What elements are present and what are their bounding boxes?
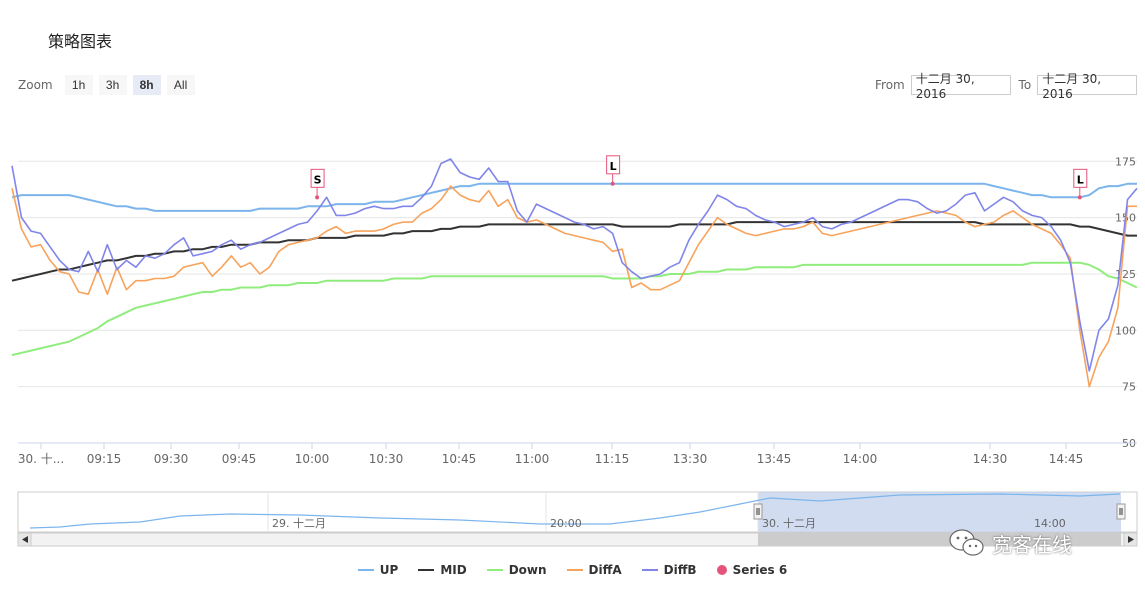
- flag-point: [610, 181, 615, 186]
- x-tick-label: 11:00: [515, 452, 550, 466]
- watermark: 宽客在线: [948, 528, 1072, 558]
- legend-item-down[interactable]: Down: [486, 560, 547, 580]
- x-tick-label: 14:30: [973, 452, 1008, 466]
- flag-box: [1073, 168, 1088, 188]
- series-line-diffa: [11, 185, 1137, 388]
- flag-label: L: [610, 160, 617, 173]
- flag-point: [315, 195, 320, 200]
- legend-item-diffa[interactable]: DiffA: [566, 560, 622, 580]
- legend-label: DiffB: [663, 563, 697, 577]
- y-tick-label: 100: [1115, 324, 1136, 337]
- legend-swatch: [357, 569, 374, 571]
- x-tick-label: 14:00: [843, 452, 878, 466]
- legend-item-series-6[interactable]: Series 6: [716, 560, 788, 580]
- y-tick-label: 175: [1115, 155, 1136, 168]
- zoom-all-button[interactable]: All: [166, 75, 195, 95]
- page-title: 策略图表: [48, 32, 113, 51]
- zoom-3h-button[interactable]: 3h: [98, 75, 127, 95]
- legend-label: DiffA: [588, 563, 622, 577]
- x-tick-label: 09:15: [87, 452, 122, 466]
- x-tick-label: 30. 十...: [18, 452, 64, 466]
- x-tick-label: 09:30: [154, 452, 189, 466]
- scroll-right-icon: [1128, 536, 1134, 543]
- x-tick-label: 13:45: [757, 452, 792, 466]
- navigator-label: 29. 十二月: [272, 516, 326, 530]
- scroll-left-icon: [22, 536, 28, 543]
- legend-swatch: [566, 569, 583, 571]
- flag-point: [1077, 195, 1082, 200]
- navigator-label: 14:00: [1034, 517, 1066, 530]
- series-line-up: [11, 182, 1137, 212]
- series-line-mid: [11, 221, 1137, 282]
- legend-item-mid[interactable]: MID: [418, 560, 467, 580]
- navigator-label: 20:00: [550, 517, 582, 530]
- legend-label: UP: [379, 563, 399, 577]
- zoom-8h-button[interactable]: 8h: [132, 75, 161, 95]
- x-tick-label: 14:45: [1049, 452, 1084, 466]
- zoom-selector: Zoom 1h 3h 8h All: [18, 74, 195, 96]
- flag-box: [606, 155, 621, 175]
- flag-label: S: [314, 173, 322, 186]
- series-line-down: [11, 261, 1138, 357]
- to-label: To: [1018, 78, 1032, 92]
- flag-label: L: [1077, 173, 1084, 186]
- watermark-text: 宽客在线: [992, 532, 1072, 557]
- navigator-label: 30. 十二月: [762, 516, 816, 530]
- legend-label: Down: [508, 563, 547, 577]
- from-label: From: [875, 78, 905, 92]
- legend-swatch: [641, 569, 658, 571]
- x-tick-label: 13:30: [673, 452, 708, 466]
- wechat-icon: [949, 529, 984, 556]
- zoom-label: Zoom: [18, 78, 53, 92]
- navigator-handle[interactable]: [1116, 503, 1126, 520]
- flag-box: [310, 168, 325, 188]
- scrollbar-thumb[interactable]: [758, 533, 1121, 546]
- series-line-diffb: [11, 158, 1138, 372]
- navigator-handle[interactable]: [753, 503, 763, 520]
- x-tick-label: 09:45: [222, 452, 257, 466]
- x-tick-label: 11:15: [595, 452, 630, 466]
- navigator-series: [29, 493, 1121, 529]
- legend-label: Series 6: [732, 563, 788, 577]
- chart-legend: UP MID Down DiffA DiffB Series 6: [0, 560, 1145, 580]
- legend-item-up[interactable]: UP: [357, 560, 399, 580]
- x-tick-label: 10:00: [295, 452, 330, 466]
- legend-swatch: [486, 569, 503, 571]
- zoom-1h-button[interactable]: 1h: [64, 75, 93, 95]
- navigator-selection[interactable]: [758, 492, 1121, 532]
- legend-swatch: [716, 565, 727, 575]
- x-tick-label: 10:30: [369, 452, 404, 466]
- legend-item-diffb[interactable]: DiffB: [641, 560, 697, 580]
- y-tick-label: 75: [1122, 381, 1136, 394]
- legend-swatch: [418, 569, 435, 571]
- x-tick-label: 10:45: [442, 452, 477, 466]
- legend-label: MID: [440, 563, 467, 577]
